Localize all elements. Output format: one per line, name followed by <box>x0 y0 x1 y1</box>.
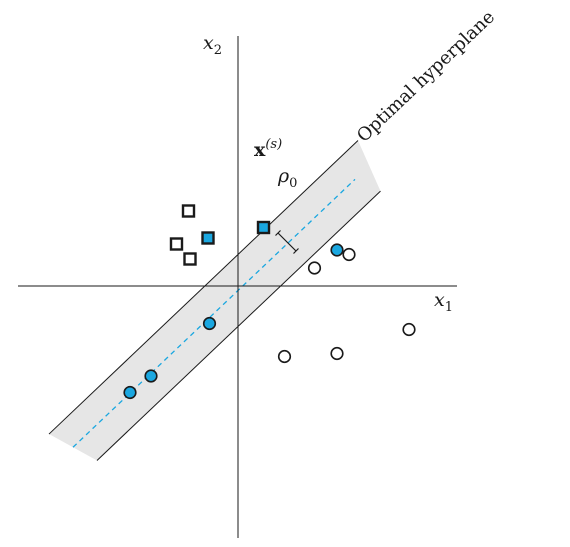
class-circle-point <box>402 322 416 337</box>
x1-axis-label: x1 <box>434 289 453 315</box>
support-vector-circle <box>123 385 137 400</box>
data-points <box>123 204 416 400</box>
optimal-hyperplane-label: Optimal hyperplane <box>353 7 499 147</box>
support-vector-circle <box>144 369 158 383</box>
lower-margin-line <box>96 190 381 461</box>
class-square-point <box>183 252 197 266</box>
class-square-point <box>181 204 196 218</box>
class-circle-point <box>307 261 322 275</box>
support-vector-circle <box>330 243 344 257</box>
support-vector-circle <box>202 316 217 331</box>
optimal-hyperplane-line <box>72 178 356 448</box>
margin-rho-label: ρ0 <box>277 165 297 191</box>
x2-axis-label: x2 <box>203 32 222 58</box>
margin-distance-bracket <box>275 230 299 254</box>
class-square-point <box>169 237 184 251</box>
upper-margin-line <box>48 140 359 435</box>
support-vector-label: x(s) <box>254 137 282 161</box>
margin-band <box>49 140 381 461</box>
support-vector-square <box>201 231 215 245</box>
class-circle-point <box>330 346 344 361</box>
class-circle-point <box>342 247 356 262</box>
class-circle-point <box>277 349 292 364</box>
support-vector-square <box>256 220 271 235</box>
